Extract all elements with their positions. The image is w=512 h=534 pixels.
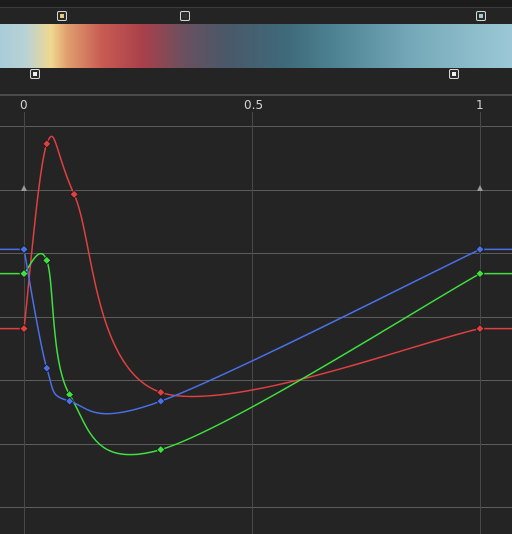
keyframe-red[interactable] — [69, 189, 79, 199]
keyframe-red[interactable] — [156, 387, 166, 397]
keyframe-red[interactable] — [42, 139, 52, 149]
top-bar — [0, 0, 512, 8]
top-divider — [0, 7, 512, 8]
keyframe-red[interactable] — [475, 324, 485, 334]
keyframe-green[interactable] — [156, 445, 166, 455]
keyframe-green[interactable] — [19, 269, 29, 279]
curve-blue[interactable] — [23, 248, 481, 415]
alpha-stop-handle[interactable] — [29, 69, 40, 79]
ruler-label-0: 0 — [20, 98, 28, 112]
ruler-label-half: 0.5 — [244, 98, 264, 112]
color-stop-handle[interactable] — [56, 11, 67, 21]
range-marker-icon — [477, 185, 483, 191]
keyframe-blue[interactable] — [19, 244, 29, 254]
color-stop-handle[interactable] — [476, 11, 487, 21]
ruler-label-1: 1 — [476, 98, 484, 112]
color-stop-handle[interactable] — [180, 11, 191, 21]
alpha-stop-handle[interactable] — [449, 69, 460, 79]
keyframe-red[interactable] — [19, 324, 29, 334]
keyframe-blue[interactable] — [156, 396, 166, 406]
curve-red[interactable] — [23, 135, 481, 398]
keyframe-green[interactable] — [42, 255, 52, 265]
keyframe-blue[interactable] — [475, 244, 485, 254]
keyframe-blue[interactable] — [65, 396, 75, 406]
keyframe-blue[interactable] — [42, 363, 52, 373]
ruler-divider — [0, 94, 512, 96]
range-marker-icon — [21, 185, 27, 191]
gradient-preview-bar[interactable] — [0, 24, 512, 68]
keyframe-green[interactable] — [475, 269, 485, 279]
